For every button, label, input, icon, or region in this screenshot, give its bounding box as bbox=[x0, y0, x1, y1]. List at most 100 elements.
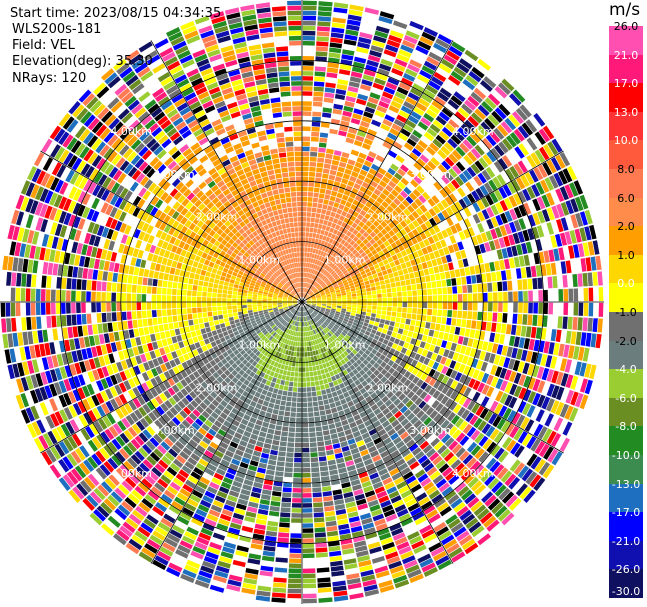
velocity-gate bbox=[471, 236, 479, 246]
velocity-gate bbox=[382, 350, 389, 357]
velocity-gate bbox=[376, 105, 388, 114]
velocity-gate bbox=[339, 257, 345, 263]
velocity-gate bbox=[326, 449, 334, 456]
velocity-gate bbox=[309, 432, 316, 438]
velocity-gate bbox=[440, 356, 447, 365]
velocity-gate bbox=[334, 98, 345, 105]
velocity-gate bbox=[445, 368, 453, 377]
velocity-gate bbox=[426, 336, 433, 344]
velocity-gate bbox=[341, 210, 348, 217]
velocity-gate bbox=[592, 349, 600, 364]
velocity-gate bbox=[302, 392, 307, 397]
velocity-gate bbox=[293, 472, 302, 478]
velocity-gate bbox=[358, 278, 364, 284]
velocity-gate bbox=[477, 58, 491, 71]
velocity-gate bbox=[332, 12, 347, 19]
velocity-gate bbox=[395, 365, 403, 373]
velocity-gate bbox=[403, 186, 412, 195]
velocity-gate bbox=[336, 389, 343, 396]
velocity-gate bbox=[584, 209, 593, 225]
velocity-gate bbox=[291, 508, 302, 513]
velocity-gate bbox=[411, 237, 418, 245]
velocity-gate bbox=[302, 377, 306, 382]
velocity-gate bbox=[551, 138, 563, 153]
velocity-gate bbox=[517, 400, 527, 413]
velocity-gate bbox=[477, 211, 486, 222]
velocity-gate bbox=[457, 310, 463, 319]
velocity-gate bbox=[327, 302, 332, 304]
velocity-gate bbox=[555, 357, 563, 371]
velocity-gate bbox=[399, 228, 407, 236]
velocity-gate bbox=[378, 63, 392, 72]
velocity-gate bbox=[400, 335, 407, 342]
velocity-gate bbox=[511, 347, 518, 359]
velocity-gate bbox=[436, 231, 444, 241]
velocity-gate bbox=[481, 169, 492, 181]
velocity-gate bbox=[454, 201, 463, 211]
velocity-gate bbox=[313, 86, 324, 92]
velocity-gate bbox=[314, 310, 319, 314]
velocity-gate bbox=[450, 95, 463, 106]
velocity-gate bbox=[500, 323, 507, 334]
velocity-gate bbox=[328, 200, 335, 207]
velocity-gate bbox=[319, 267, 324, 273]
velocity-gate bbox=[329, 428, 337, 435]
velocity-gate bbox=[293, 467, 302, 473]
velocity-gate bbox=[335, 88, 347, 96]
velocity-gate bbox=[446, 278, 452, 287]
velocity-gate bbox=[363, 277, 369, 282]
velocity-gate bbox=[537, 315, 543, 327]
velocity-gate bbox=[469, 178, 479, 190]
velocity-gate bbox=[315, 51, 328, 57]
velocity-gate bbox=[518, 302, 523, 313]
velocity-gate bbox=[546, 192, 555, 206]
velocity-gate bbox=[472, 225, 480, 235]
velocity-gate bbox=[428, 217, 437, 227]
velocity-gate bbox=[456, 62, 470, 74]
velocity-gate bbox=[538, 302, 543, 314]
velocity-gate bbox=[408, 115, 419, 125]
velocity-gate bbox=[315, 46, 328, 52]
velocity-gate bbox=[316, 306, 321, 308]
velocity-gate bbox=[332, 318, 338, 322]
velocity-gate bbox=[275, 425, 282, 431]
velocity-gate bbox=[278, 532, 290, 538]
velocity-gate bbox=[306, 298, 311, 301]
velocity-gate bbox=[343, 247, 349, 254]
velocity-gate bbox=[582, 242, 590, 257]
velocity-gate bbox=[445, 206, 454, 216]
velocity-gate bbox=[400, 318, 406, 324]
velocity-gate bbox=[388, 325, 394, 332]
velocity-gate bbox=[309, 291, 313, 296]
velocity-gate bbox=[272, 439, 280, 446]
velocity-gate bbox=[321, 209, 327, 215]
velocity-gate bbox=[312, 233, 317, 238]
velocity-gate bbox=[365, 220, 373, 227]
velocity-gate bbox=[346, 277, 352, 282]
velocity-gate bbox=[398, 132, 409, 142]
velocity-gate bbox=[444, 156, 455, 167]
velocity-gate bbox=[518, 255, 525, 267]
velocity-gate bbox=[324, 383, 330, 389]
velocity-gate bbox=[311, 299, 317, 301]
velocity-gate bbox=[342, 320, 348, 325]
velocity-gate bbox=[382, 141, 392, 150]
velocity-gate bbox=[419, 181, 429, 191]
velocity-gate bbox=[321, 268, 326, 274]
velocity-gate bbox=[352, 249, 358, 255]
velocity-gate bbox=[474, 265, 481, 274]
velocity-gate bbox=[313, 91, 324, 97]
velocity-gate bbox=[423, 60, 437, 71]
velocity-gate bbox=[311, 472, 320, 478]
velocity-gate bbox=[325, 388, 332, 394]
velocity-gate bbox=[463, 154, 474, 166]
velocity-gate bbox=[427, 359, 435, 368]
velocity-gate bbox=[414, 243, 421, 251]
velocity-gate bbox=[597, 271, 603, 286]
velocity-gate bbox=[311, 274, 314, 279]
velocity-gate bbox=[302, 342, 305, 347]
velocity-gate bbox=[322, 246, 327, 252]
velocity-gate bbox=[505, 168, 515, 181]
velocity-gate bbox=[345, 201, 352, 208]
velocity-gate bbox=[491, 110, 503, 123]
